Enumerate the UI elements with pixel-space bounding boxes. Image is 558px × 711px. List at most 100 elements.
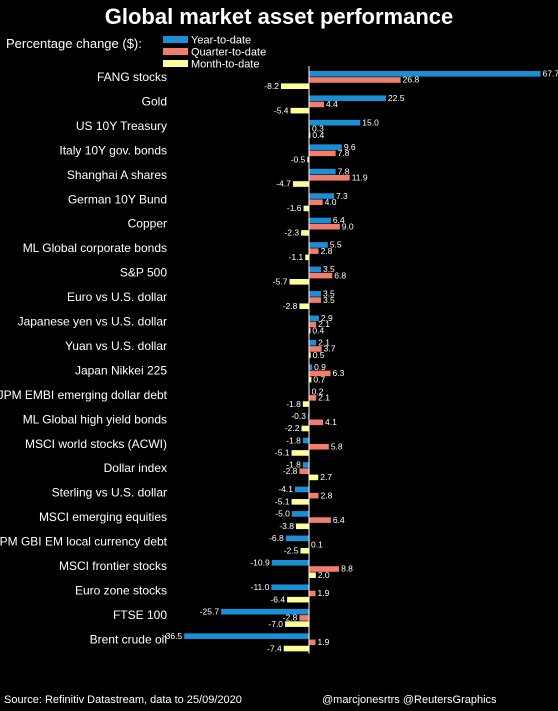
bar [299,468,309,474]
bar [291,450,309,456]
data-label: 5.8 [331,441,343,451]
bar [309,150,336,157]
data-label: 6.8 [334,270,346,280]
bar [271,584,309,591]
data-label: 1.9 [317,588,329,598]
data-label: 3.5 [323,264,335,274]
data-label: 4.0 [325,197,337,207]
legend-label: Year-to-date [191,35,251,47]
bar [309,566,340,572]
bar [309,291,321,297]
bar [309,572,316,578]
data-label: 67.7 [543,69,558,79]
bar [309,339,317,346]
bar [309,352,311,358]
category-label: Copper [128,217,167,231]
bar [309,315,319,322]
bar [309,395,317,401]
data-label: 6.4 [333,215,345,225]
data-label: -25.7 [200,606,220,616]
bar [290,107,309,114]
data-label: -2.8 [283,613,298,623]
bar [309,71,541,77]
data-label: 0.4 [312,325,324,335]
credit-note: @marcjonesrtrs @ReutersGraphics [322,694,497,706]
bar [285,621,309,627]
bar [299,303,309,310]
data-label: -5.0 [275,509,290,519]
bar [309,217,331,224]
bar [309,474,319,481]
data-label: 6.3 [333,368,345,378]
bar [301,230,309,236]
data-label: 5.5 [330,240,342,250]
data-label: 11.9 [352,173,368,183]
bar [302,401,309,407]
data-label: 0.9 [314,362,326,372]
data-label: 22.5 [388,93,405,103]
category-label: Italy 10Y gov. bonds [59,143,167,157]
bar [309,199,323,206]
data-label: -1.8 [286,460,301,470]
bar [309,242,328,248]
bar [309,266,321,273]
category-label: JPM EMBI emerging dollar debt [0,388,168,402]
data-label: -5.1 [275,448,290,458]
bar [303,205,309,212]
data-label: -10.9 [250,558,270,568]
data-label: 0.5 [313,350,325,360]
data-label: 0.4 [312,130,324,140]
data-label: -0.3 [291,411,306,421]
category-label: Shanghai A shares [67,168,167,182]
bar [305,254,309,261]
data-label: 0.7 [313,374,325,384]
data-label: -2.5 [284,545,299,555]
data-label: 3.5 [323,289,335,299]
data-label: 7.8 [338,166,350,176]
data-label: -1.6 [287,203,302,213]
legend-swatch [163,36,188,43]
bar [309,132,311,138]
data-label: 3.7 [324,344,336,354]
bar [309,272,333,279]
bar [309,77,401,83]
category-label: JPM GBI EM local currency debt [0,535,168,549]
category-label: MSCI emerging equities [39,510,167,524]
data-label: -6.8 [269,533,284,543]
category-label: S&P 500 [120,266,167,280]
category-label: ML Global high yield bonds [23,412,167,426]
bar [301,425,309,432]
category-label: Yuan vs U.S. dollar [65,339,167,353]
category-label: Brent crude oil [90,632,167,646]
data-label: -5.4 [274,105,289,115]
bar [184,633,309,639]
bar [299,615,309,621]
category-label: FANG stocks [97,70,167,84]
bar [309,193,334,199]
bar [285,535,309,542]
legend-label: Month-to-date [191,59,259,71]
legend-swatch [163,48,188,55]
bar [309,248,319,254]
bar [292,181,309,187]
category-label: Dollar index [104,461,167,475]
bar [309,119,361,126]
bar [309,370,331,377]
bar [289,279,309,285]
data-label: -5.1 [275,497,290,507]
bar [302,462,309,468]
data-label: 0.2 [312,386,324,396]
data-label: 7.3 [336,191,348,201]
data-label: 2.1 [318,393,330,403]
data-label: -2.3 [284,228,299,238]
bar [309,443,329,450]
data-label: 2.1 [318,319,330,329]
bar [309,419,324,426]
source-note: Source: Refinitiv Datastream, data to 25… [4,694,242,706]
legend-label: Quarter-to-date [191,47,266,59]
data-label: 7.8 [338,148,350,158]
data-label: -36.5 [163,631,183,641]
bar [280,83,309,89]
data-label: 26.8 [403,75,420,85]
